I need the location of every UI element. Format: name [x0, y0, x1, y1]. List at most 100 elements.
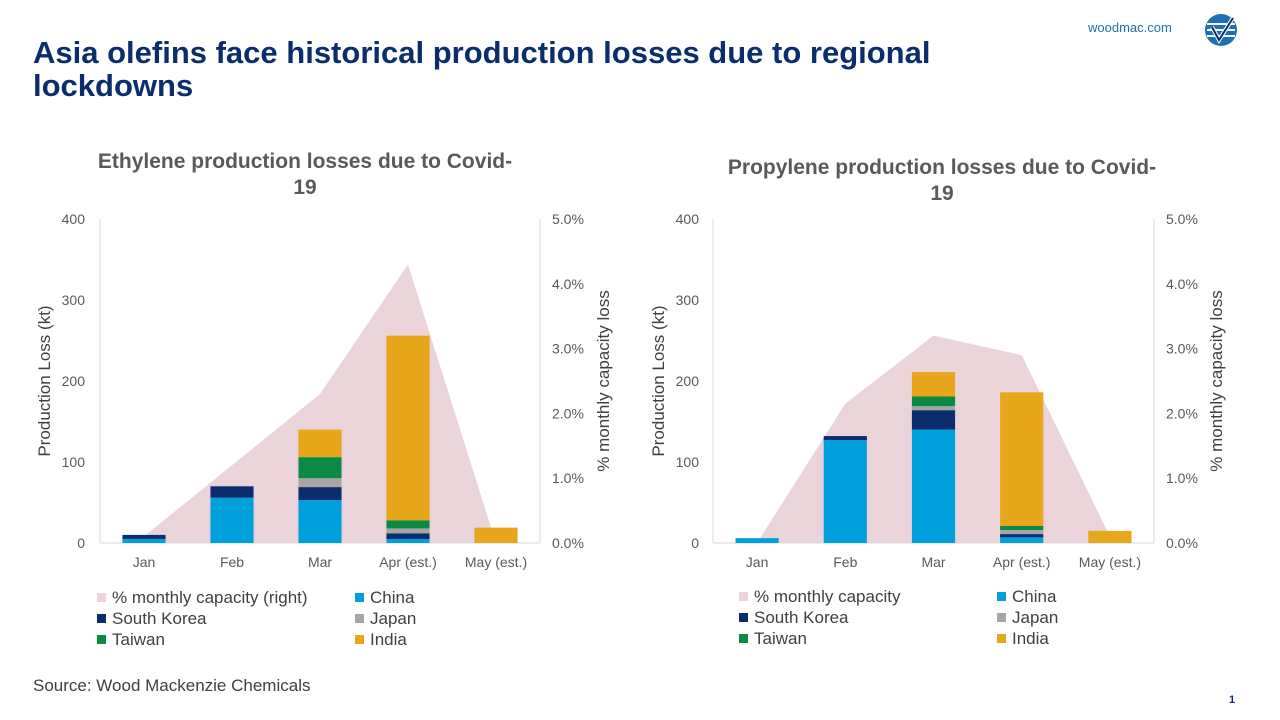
legend-swatch [97, 614, 106, 623]
x-tick-label: May (est.) [465, 554, 527, 570]
ethylene-chart: Jan Feb Mar Apr (est.) May (est.) 0 100 200 300 4… [35, 211, 613, 570]
legend-swatch [997, 592, 1006, 601]
legend-swatch [355, 635, 364, 644]
x-tick-label: Feb [220, 554, 244, 570]
legend-label: South Korea [112, 609, 207, 628]
legend-label: India [370, 630, 407, 649]
bar-india [474, 527, 518, 543]
bar-india [911, 372, 956, 397]
bar-taiwan [386, 520, 430, 529]
y2-tick-label: 0.0% [552, 535, 584, 551]
propylene-chart: Jan Feb Mar Apr (est.) May (est.) 0 100 200 300 4… [649, 211, 1226, 570]
bar-taiwan [1000, 525, 1044, 531]
y-tick-label: 0 [691, 535, 699, 551]
y2-tick-label: 4.0% [1166, 276, 1198, 292]
bar-japan [1000, 530, 1044, 535]
y2-tick-label: 0.0% [1166, 535, 1198, 551]
legend-swatch [739, 613, 748, 622]
legend-label: Taiwan [754, 629, 807, 648]
bar-south-korea [823, 436, 867, 441]
page-number: 1 [1229, 694, 1236, 706]
site-link[interactable]: woodmac.com [1088, 20, 1172, 35]
legend-label: China [370, 588, 415, 607]
legend-item-taiwan: Taiwan [97, 630, 165, 650]
y2-tick-label: 2.0% [552, 405, 584, 421]
legend-item-taiwan: Taiwan [739, 629, 807, 649]
bar-south-korea [122, 534, 166, 539]
y-axis-title: Production Loss (kt) [35, 305, 54, 456]
bar-japan [911, 406, 956, 411]
x-tick-label: Jan [746, 554, 769, 570]
x-tick-label: Apr (est.) [379, 554, 437, 570]
legend-label: % monthly capacity [754, 587, 901, 606]
bar-china [386, 538, 430, 543]
y2-tick-label: 5.0% [1166, 211, 1198, 227]
legend-item-japan: Japan [997, 608, 1058, 628]
y-tick-label: 100 [676, 454, 700, 470]
y2-tick-label: 1.0% [552, 470, 584, 486]
bar-china [298, 500, 342, 543]
bar-taiwan [911, 396, 956, 407]
y2-tick-label: 4.0% [552, 276, 584, 292]
legend-swatch [739, 634, 748, 643]
propylene-legend: % monthly capacity China South Korea Japan T… [739, 587, 1159, 657]
legend-swatch [355, 614, 364, 623]
bar-south-korea [298, 487, 342, 501]
propylene-chart-title: Propylene production losses due to Covid… [727, 156, 1157, 205]
bar-china [210, 497, 254, 543]
y-tick-label: 400 [62, 211, 86, 227]
bar-india [386, 335, 430, 521]
y2-axis-title: % monthly capacity loss [594, 290, 613, 471]
legend-item-india: India [355, 630, 407, 650]
bar-china [1000, 537, 1044, 543]
legend-item-monthly-capacity-right: % monthly capacity (right) [97, 588, 308, 608]
y-tick-label: 400 [676, 211, 700, 227]
y-tick-label: 200 [676, 373, 700, 389]
x-tick-label: May (est.) [1079, 554, 1141, 570]
legend-swatch [997, 634, 1006, 643]
legend-label: China [1012, 587, 1057, 606]
y2-tick-label: 2.0% [1166, 405, 1198, 421]
legend-swatch [997, 613, 1006, 622]
bar-china [735, 538, 779, 543]
legend-item-monthly-capacity: % monthly capacity [739, 587, 900, 607]
woodmac-logo-icon [1205, 14, 1237, 46]
bar-south-korea [210, 486, 254, 498]
legend-item-india: India [997, 629, 1049, 649]
x-tick-label: Feb [833, 554, 857, 570]
ethylene-chart-title: Ethylene production losses due to Covid-… [97, 150, 513, 199]
bar-south-korea [911, 410, 956, 430]
legend-item-south-korea: South Korea [739, 608, 849, 628]
y2-tick-label: 1.0% [1166, 470, 1198, 486]
legend-swatch [97, 635, 106, 644]
x-tick-label: Mar [308, 554, 332, 570]
y-tick-label: 200 [62, 373, 86, 389]
x-tick-label: Mar [921, 554, 945, 570]
bar-india [298, 429, 342, 458]
legend-item-china: China [355, 588, 414, 608]
y-tick-label: 0 [77, 535, 85, 551]
y-tick-label: 100 [62, 454, 86, 470]
bar-south-korea [386, 533, 430, 539]
legend-label: % monthly capacity (right) [112, 588, 308, 607]
legend-item-south-korea: South Korea [97, 609, 207, 629]
y2-tick-label: 3.0% [1166, 341, 1198, 357]
x-tick-label: Apr (est.) [993, 554, 1051, 570]
bar-japan [386, 528, 430, 534]
legend-swatch [97, 593, 106, 602]
bar-china [823, 440, 867, 543]
y2-tick-label: 5.0% [552, 211, 584, 227]
page-title: Asia olefins face historical production … [33, 35, 931, 103]
bar-india [1000, 392, 1044, 526]
y-tick-label: 300 [62, 292, 86, 308]
legend-label: Japan [1012, 608, 1059, 627]
legend-swatch [739, 592, 748, 601]
source-note: Source: Wood Mackenzie Chemicals [33, 676, 311, 695]
bar-china [122, 538, 166, 543]
bar-japan [298, 478, 342, 488]
legend-label: Japan [370, 609, 417, 628]
legend-item-japan: Japan [355, 609, 416, 629]
y-axis-title: Production Loss (kt) [649, 305, 668, 456]
ethylene-legend: % monthly capacity (right) China South Kor… [97, 588, 517, 658]
bar-china [911, 429, 956, 543]
